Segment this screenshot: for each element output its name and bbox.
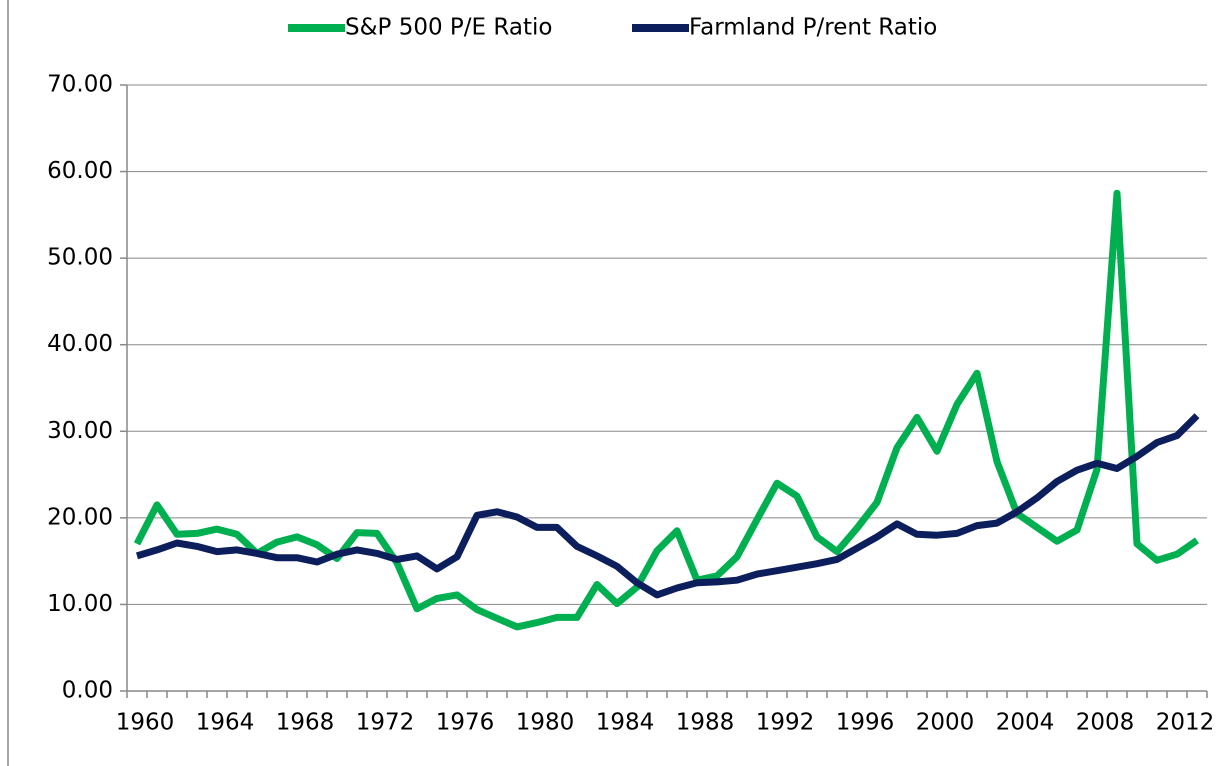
- y-tick-label: 70.00: [47, 72, 113, 98]
- x-tick-label: 1964: [196, 710, 255, 736]
- x-tick-label: 2004: [996, 710, 1055, 736]
- x-tick-label: 1984: [596, 710, 655, 736]
- x-tick-label: 1960: [116, 710, 175, 736]
- x-tick-label: 1968: [276, 710, 335, 736]
- x-tick-label: 1980: [516, 710, 575, 736]
- y-tick-label: 10.00: [47, 591, 113, 617]
- series-line: [133, 189, 1199, 631]
- y-tick-label: 40.00: [47, 331, 113, 357]
- x-tick-label: 2008: [1076, 710, 1135, 736]
- x-tick-label: 1988: [676, 710, 735, 736]
- x-tick-label: 2012: [1156, 710, 1215, 736]
- x-tick-label: 2000: [916, 710, 975, 736]
- series-line: [135, 413, 1200, 599]
- x-tick-label: 1972: [356, 710, 415, 736]
- x-tick-label: 1996: [836, 710, 895, 736]
- x-tick-label: 1992: [756, 710, 815, 736]
- y-tick-label: 60.00: [47, 158, 113, 184]
- x-tick-label: 1976: [436, 710, 495, 736]
- y-tick-label: 0.00: [62, 678, 113, 704]
- legend-label: S&P 500 P/E Ratio: [345, 15, 552, 41]
- legend-label: Farmland P/rent Ratio: [689, 15, 937, 41]
- y-tick-label: 30.00: [47, 418, 113, 444]
- y-tick-label: 20.00: [47, 504, 113, 530]
- y-tick-label: 50.00: [47, 245, 113, 271]
